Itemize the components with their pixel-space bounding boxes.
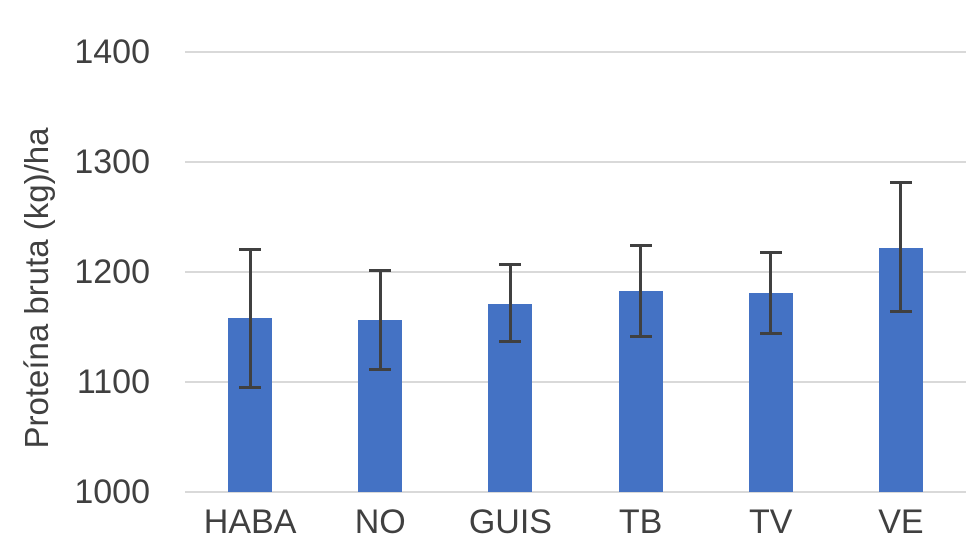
error-bar-stem <box>639 244 643 337</box>
error-bar-cap-bottom <box>629 334 652 338</box>
error-bar-cap-bottom <box>889 309 912 313</box>
error-bar-cap-top <box>369 268 392 272</box>
error-bar-stem <box>899 181 903 312</box>
x-tick-label: TB <box>618 503 663 541</box>
y-tick-label: 1200 <box>74 253 150 291</box>
error-bar-cap-top <box>889 180 912 184</box>
error-bar-cap-bottom <box>499 340 522 344</box>
x-tick-label: GUIS <box>468 503 552 541</box>
error-bar-cap-top <box>239 247 262 251</box>
x-tick-label: HABA <box>203 503 297 541</box>
x-tick-label: TV <box>749 503 793 541</box>
y-tick-label: 1400 <box>74 33 150 71</box>
error-bar-cap-bottom <box>369 367 392 371</box>
gridline <box>185 51 966 53</box>
gridline <box>185 271 966 273</box>
y-tick-label: 1000 <box>74 473 150 511</box>
error-bar-cap-top <box>499 263 522 267</box>
error-bar-stem <box>248 248 252 388</box>
y-tick-label: 1300 <box>74 143 150 181</box>
x-tick-label: NO <box>354 503 406 541</box>
error-bar-cap-top <box>629 243 652 247</box>
error-bar-stem <box>769 252 773 334</box>
y-tick-label: 1100 <box>76 363 150 401</box>
gridline <box>185 161 966 163</box>
error-bar-stem <box>508 264 512 343</box>
error-bar-cap-top <box>759 251 782 255</box>
x-tick-label: VE <box>878 503 924 541</box>
error-bar-cap-bottom <box>759 331 782 335</box>
error-bar-cap-bottom <box>239 385 262 389</box>
gridline <box>185 491 966 493</box>
error-bar-stem <box>378 269 382 370</box>
gridline <box>185 381 966 383</box>
